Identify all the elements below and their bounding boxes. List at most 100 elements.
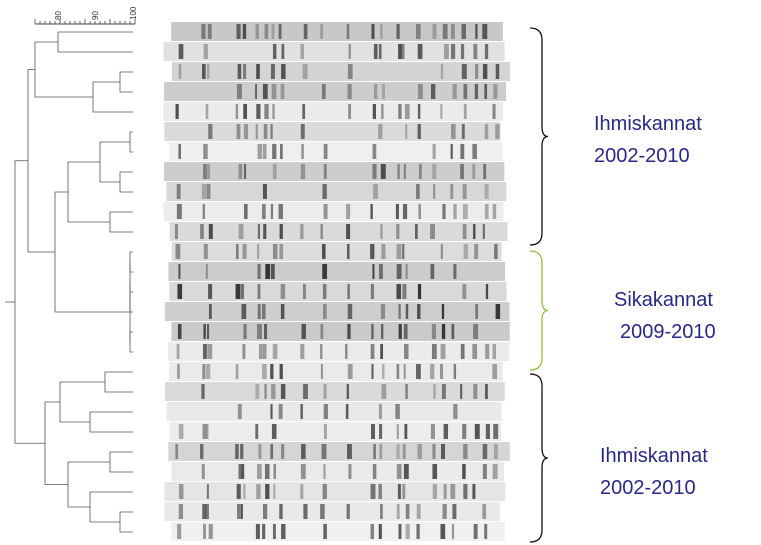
gel-band <box>238 464 240 479</box>
gel-band <box>202 64 206 79</box>
gel-band <box>179 64 182 79</box>
gel-band <box>256 64 260 79</box>
gel-band <box>373 444 376 459</box>
gel-band <box>485 344 489 359</box>
gel-band <box>273 244 277 259</box>
gel-band <box>403 204 407 219</box>
gel-band <box>463 484 467 499</box>
gel-band <box>301 124 305 139</box>
gel-band <box>200 444 203 459</box>
gel-band <box>300 484 303 499</box>
dendrogram-branch <box>45 402 68 485</box>
gel-band <box>402 284 406 299</box>
gel-band <box>255 424 258 439</box>
dendrogram-branch <box>15 161 45 444</box>
gel-lane <box>166 402 501 421</box>
gel-band <box>300 224 303 239</box>
gel-band <box>201 384 204 399</box>
gel-band <box>379 524 382 539</box>
gel-band <box>451 44 455 59</box>
gel-band <box>264 104 268 119</box>
gel-band <box>378 484 382 499</box>
gel-band <box>483 64 487 79</box>
gel-band <box>323 524 327 539</box>
gel-band <box>419 164 422 179</box>
gel-band <box>493 104 496 119</box>
gel-band <box>402 244 404 259</box>
gel-band <box>203 204 205 219</box>
gel-band <box>430 224 435 239</box>
dendrogram-branch <box>68 162 110 222</box>
gel-band <box>255 384 259 399</box>
gel-band <box>347 24 350 39</box>
gel-band <box>347 444 352 459</box>
gel-band <box>404 164 406 179</box>
gel-band <box>240 284 244 299</box>
gel-band <box>450 184 453 199</box>
gel-image <box>163 22 510 541</box>
gel-band <box>323 484 327 499</box>
gel-band <box>397 464 402 479</box>
gel-band <box>262 204 266 219</box>
gel-band <box>257 244 259 259</box>
gel-band <box>257 324 262 339</box>
gel-band <box>371 484 376 499</box>
gel-band <box>265 484 269 499</box>
group-years: 2002-2010 <box>594 145 690 167</box>
gel-band <box>320 504 325 519</box>
gel-band <box>279 504 282 519</box>
gel-band <box>441 244 443 259</box>
dendrogram-branch <box>100 142 130 182</box>
gel-band <box>431 84 435 99</box>
gel-band <box>440 524 445 539</box>
gel-band <box>177 284 182 299</box>
gel-band <box>178 144 180 159</box>
gel-band <box>236 284 241 299</box>
gel-band <box>270 404 272 419</box>
gel-band <box>398 44 402 59</box>
gel-band <box>461 44 464 59</box>
gel-band <box>279 24 282 39</box>
gel-band <box>441 64 443 79</box>
gel-band <box>418 104 420 119</box>
gel-band <box>397 164 400 179</box>
gel-band <box>273 44 276 59</box>
gel-band <box>302 104 305 119</box>
gel-band <box>263 344 267 359</box>
gel-band <box>237 484 241 499</box>
gel-band <box>418 44 423 59</box>
gel-band <box>206 424 209 439</box>
gel-band <box>279 404 283 419</box>
gel-band <box>348 464 351 479</box>
dendrogram-branch <box>130 292 133 312</box>
gel-band <box>264 324 267 339</box>
gel-lane <box>164 162 504 181</box>
gel-band <box>257 264 260 279</box>
gel-band <box>382 364 385 379</box>
gel-band <box>208 164 210 179</box>
gel-band <box>381 384 386 399</box>
dendrogram <box>5 32 133 532</box>
gel-lane <box>172 242 502 261</box>
gel-lane <box>166 182 506 201</box>
gel-band <box>175 444 178 459</box>
gel-band <box>415 224 418 239</box>
gel-lane <box>164 122 500 141</box>
gel-band <box>240 444 243 459</box>
gel-band <box>256 124 258 139</box>
gel-band <box>474 524 478 539</box>
gel-band <box>371 364 373 379</box>
gel-band <box>381 304 385 319</box>
brace <box>530 374 548 542</box>
gel-band <box>177 204 182 219</box>
gel-band <box>406 504 410 519</box>
gel-band <box>243 24 246 39</box>
gel-band <box>207 64 210 79</box>
gel-band <box>433 24 437 39</box>
gel-band <box>382 84 385 99</box>
gel-band <box>200 224 204 239</box>
gel-band <box>204 44 208 59</box>
gel-band <box>206 364 210 379</box>
gel-band <box>303 384 308 399</box>
gel-band <box>405 384 408 399</box>
